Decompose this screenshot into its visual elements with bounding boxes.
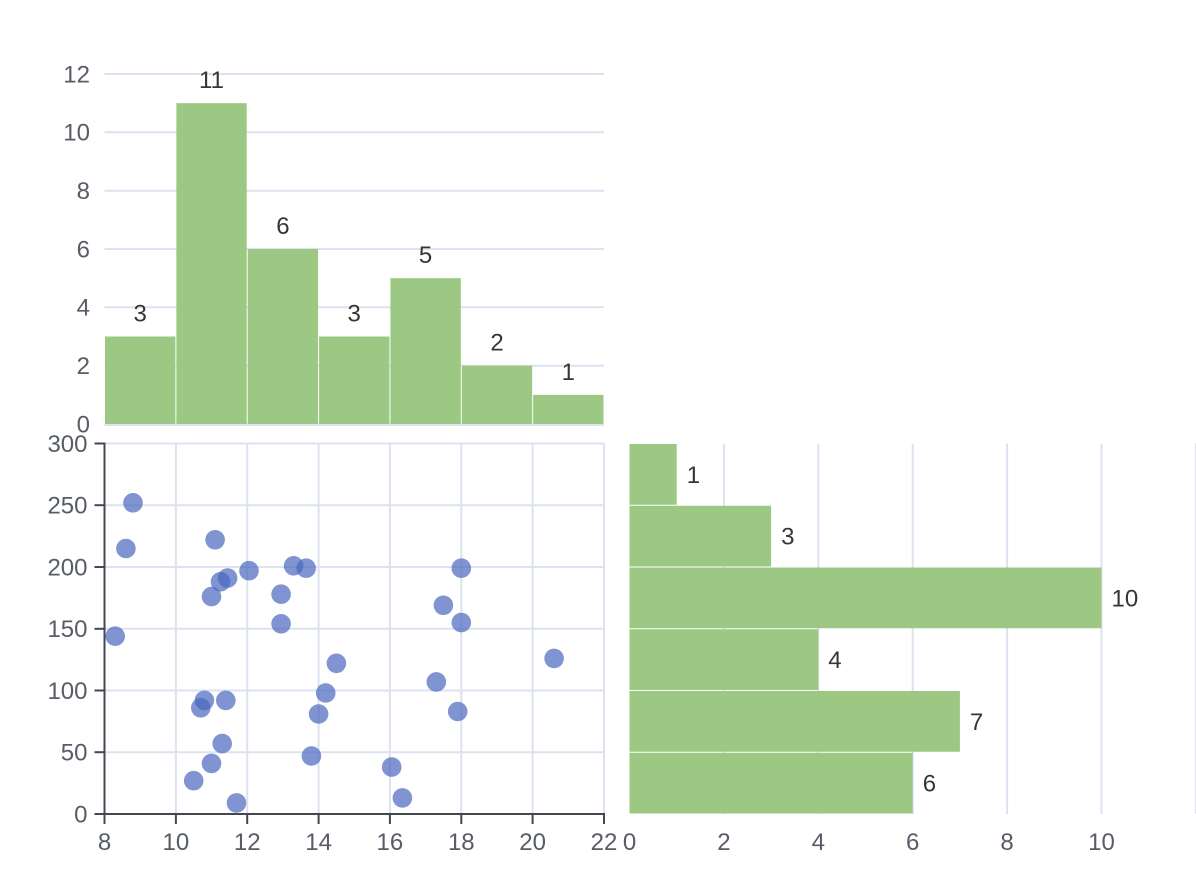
svg-text:4: 4 <box>812 829 825 856</box>
svg-text:16: 16 <box>377 829 404 856</box>
svg-text:2: 2 <box>717 829 730 856</box>
svg-text:0: 0 <box>74 801 87 828</box>
svg-text:2: 2 <box>490 330 503 357</box>
svg-text:0: 0 <box>77 411 90 438</box>
svg-text:250: 250 <box>47 493 87 520</box>
svg-text:1: 1 <box>687 462 700 489</box>
svg-text:8: 8 <box>98 829 111 856</box>
svg-text:10: 10 <box>63 120 90 147</box>
svg-text:10: 10 <box>1112 585 1139 612</box>
svg-text:3: 3 <box>348 301 361 328</box>
svg-text:150: 150 <box>47 616 87 643</box>
svg-text:1: 1 <box>562 359 575 386</box>
svg-text:14: 14 <box>305 829 332 856</box>
svg-text:2: 2 <box>77 353 90 380</box>
svg-text:8: 8 <box>1000 829 1013 856</box>
svg-text:50: 50 <box>61 740 88 767</box>
svg-text:6: 6 <box>276 213 289 240</box>
svg-text:6: 6 <box>906 829 919 856</box>
svg-text:100: 100 <box>47 678 87 705</box>
svg-text:12: 12 <box>234 829 261 856</box>
svg-text:10: 10 <box>163 829 190 856</box>
svg-text:0: 0 <box>623 829 636 856</box>
svg-text:22: 22 <box>591 829 618 856</box>
svg-text:20: 20 <box>519 829 546 856</box>
svg-text:3: 3 <box>134 301 147 328</box>
svg-text:8: 8 <box>77 178 90 205</box>
svg-text:4: 4 <box>77 295 90 322</box>
svg-text:4: 4 <box>828 647 841 674</box>
svg-text:18: 18 <box>448 829 475 856</box>
svg-text:6: 6 <box>77 236 90 263</box>
svg-text:6: 6 <box>923 771 936 798</box>
svg-text:11: 11 <box>199 67 224 94</box>
svg-text:10: 10 <box>1088 829 1115 856</box>
svg-text:300: 300 <box>47 431 87 458</box>
svg-text:3: 3 <box>781 524 794 551</box>
svg-text:5: 5 <box>419 242 432 269</box>
svg-text:200: 200 <box>47 554 87 581</box>
svg-text:12: 12 <box>63 61 90 88</box>
svg-text:7: 7 <box>970 709 983 736</box>
